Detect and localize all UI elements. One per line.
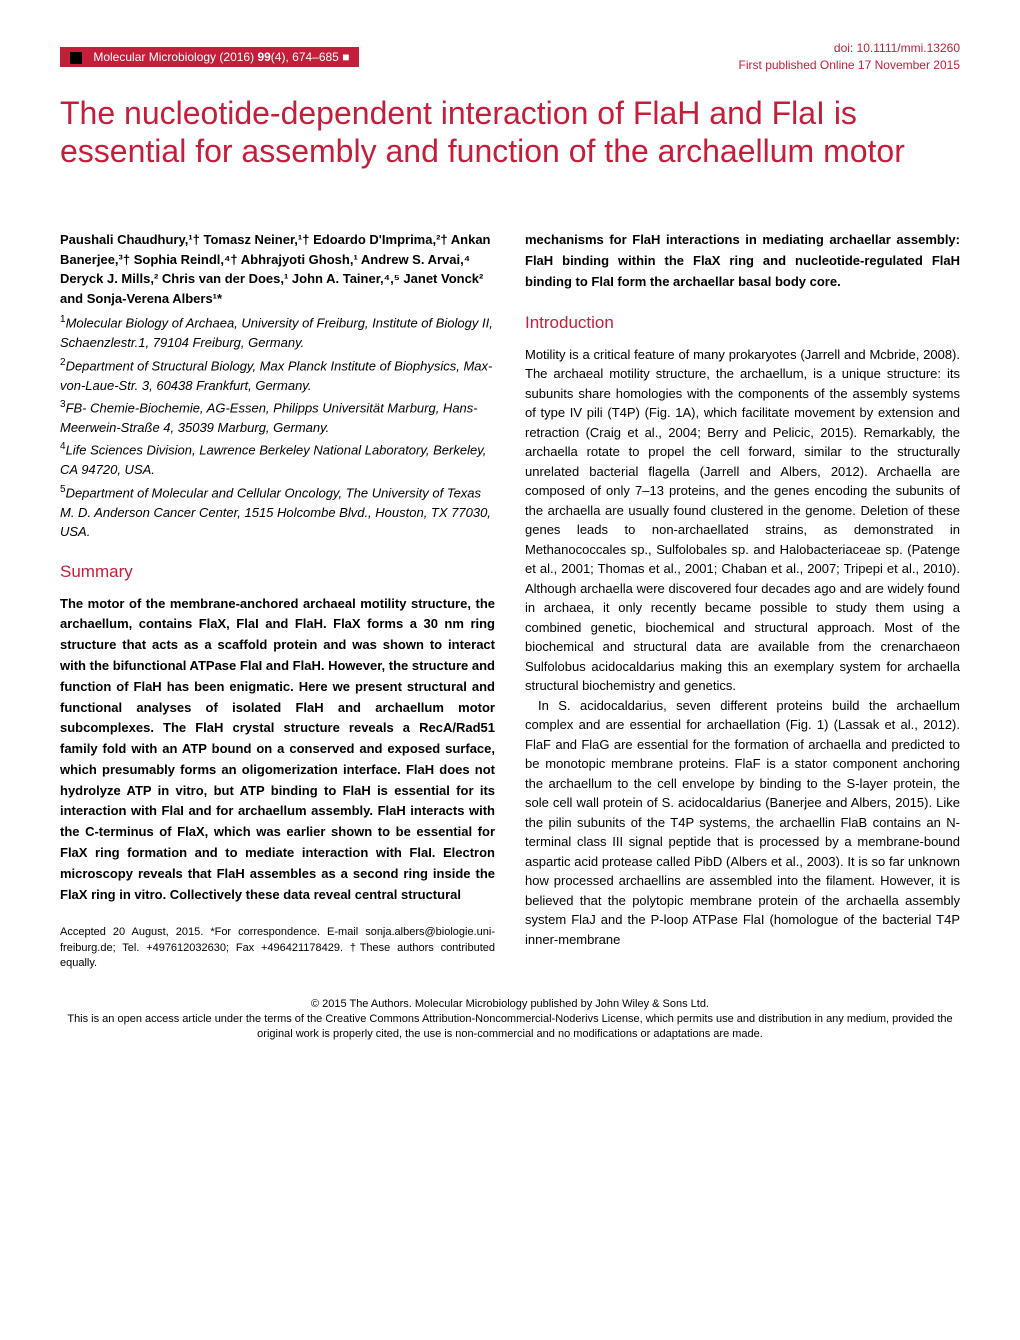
copyright-line: © 2015 The Authors. Molecular Microbiolo… [60,997,960,1012]
affiliation-1: 1Molecular Biology of Archaea, Universit… [60,312,495,352]
summary-text: The motor of the membrane-anchored archa… [60,594,495,906]
doi-block: doi: 10.1111/mmi.13260 First published O… [739,40,960,74]
journal-info: Molecular Microbiology (2016) 99(4), 674… [60,47,359,67]
summary-continuation: mechanisms for FlaH interactions in medi… [525,230,960,292]
journal-issue: (4), [271,50,289,64]
right-column: mechanisms for FlaH interactions in medi… [525,230,960,971]
authors-list: Paushali Chaudhury,¹† Tomasz Neiner,¹† E… [60,230,495,308]
intro-paragraph-2: In S. acidocaldarius, seven different pr… [525,696,960,950]
header-bar: Molecular Microbiology (2016) 99(4), 674… [60,40,960,74]
affiliation-2: 2Department of Structural Biology, Max P… [60,355,495,395]
journal-pages: 674–685 [292,50,339,64]
published-date: First published Online 17 November 2015 [739,57,960,74]
content-columns: Paushali Chaudhury,¹† Tomasz Neiner,¹† E… [60,230,960,971]
summary-heading: Summary [60,562,495,582]
affiliation-4: 4Life Sciences Division, Lawrence Berkel… [60,439,495,479]
accepted-note: Accepted 20 August, 2015. *For correspon… [60,925,495,971]
left-column: Paushali Chaudhury,¹† Tomasz Neiner,¹† E… [60,230,495,971]
copyright-footer: © 2015 The Authors. Molecular Microbiolo… [60,997,960,1043]
journal-year: (2016) [219,50,254,64]
affiliation-5: 5Department of Molecular and Cellular On… [60,482,495,542]
affiliation-3: 3FB- Chemie-Biochemie, AG-Essen, Philipp… [60,397,495,437]
journal-volume: 99 [257,50,270,64]
journal-name: Molecular Microbiology [93,50,216,64]
doi-text: doi: 10.1111/mmi.13260 [739,40,960,57]
introduction-heading: Introduction [525,313,960,333]
intro-paragraph-1: Motility is a critical feature of many p… [525,345,960,696]
license-text: This is an open access article under the… [60,1012,960,1043]
article-title: The nucleotide-dependent interaction of … [60,94,960,171]
